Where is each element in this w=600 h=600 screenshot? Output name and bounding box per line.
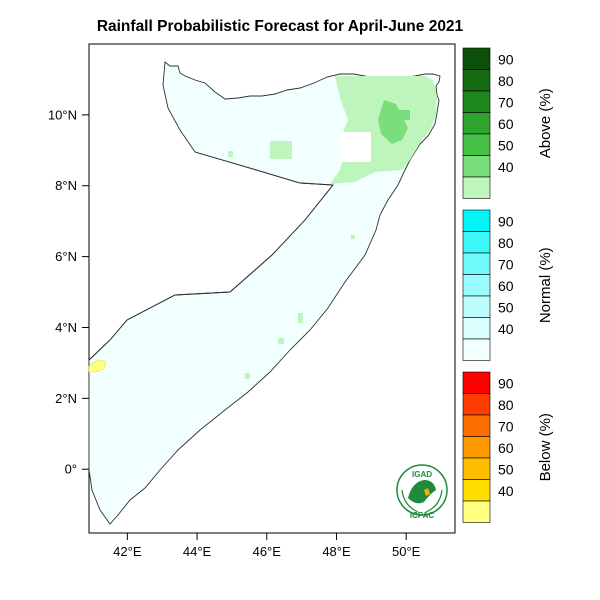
colorbar-swatch	[462, 414, 491, 437]
colorbar-2: 90 80 70 60 50 40 Below (%)	[462, 371, 554, 523]
colorbar-swatch	[462, 500, 491, 523]
y-tick-label: 0°	[65, 462, 77, 477]
colorbar-swatch	[462, 274, 491, 297]
colorbar-swatch	[462, 252, 491, 275]
colorbar-title: Below (%)	[537, 413, 554, 481]
border-line	[194, 151, 334, 186]
y-tick-label: 8°N	[55, 178, 77, 193]
x-axis: 42°E 44°E 46°E 48°E 50°E	[113, 533, 421, 559]
x-tick-label: 42°E	[113, 544, 142, 559]
colorbar-swatch	[462, 209, 491, 232]
above-normal-core	[378, 100, 410, 144]
x-tick-label: 46°E	[253, 544, 282, 559]
colorbar-swatch	[462, 317, 491, 340]
colorbar-swatch	[462, 457, 491, 480]
colorbar-label: 50	[498, 462, 514, 478]
colorbar-swatch	[462, 90, 491, 113]
colorbar-swatch	[462, 112, 491, 135]
colorbars: 90 80 70 60 50 40 Above (%) 90 80 70 60 50 40 Normal …	[462, 47, 554, 523]
colorbar-label: 40	[498, 321, 514, 337]
colorbar-label: 40	[498, 483, 514, 499]
colorbar-1: 90 80 70 60 50 40 Normal (%)	[462, 209, 554, 361]
x-tick-label: 44°E	[183, 544, 212, 559]
colorbar-swatch	[462, 176, 491, 199]
colorbar-swatch	[462, 155, 491, 178]
colorbar-label: 90	[498, 376, 514, 392]
y-tick-label: 10°N	[48, 107, 77, 122]
colorbar-swatch	[462, 393, 491, 416]
colorbar-swatch	[462, 338, 491, 361]
colorbar-label: 80	[498, 397, 514, 413]
x-tick-label: 48°E	[322, 544, 351, 559]
colorbar-0: 90 80 70 60 50 40 Above (%)	[462, 47, 554, 199]
y-tick-label: 2°N	[55, 391, 77, 406]
colorbar-swatch	[462, 295, 491, 318]
y-tick-label: 6°N	[55, 249, 77, 264]
colorbar-label: 80	[498, 235, 514, 251]
colorbar-label: 70	[498, 95, 514, 111]
y-tick-label: 4°N	[55, 320, 77, 335]
colorbar-label: 50	[498, 138, 514, 154]
x-tick-label: 50°E	[392, 544, 421, 559]
colorbar-title: Normal (%)	[537, 247, 554, 323]
colorbar-label: 80	[498, 73, 514, 89]
colorbar-label: 60	[498, 440, 514, 456]
logo-text-bottom: ICPAC	[409, 511, 435, 520]
colorbar-swatch	[462, 479, 491, 502]
logo-text-top: IGAD	[412, 470, 432, 479]
colorbar-swatch	[462, 133, 491, 156]
colorbar-label: 90	[498, 214, 514, 230]
colorbar-label: 60	[498, 278, 514, 294]
white-patch	[340, 132, 371, 162]
chart-title: Rainfall Probabilistic Forecast for Apri…	[96, 18, 464, 35]
colorbar-swatch	[462, 436, 491, 459]
colorbar-swatch	[462, 47, 491, 70]
colorbar-label: 70	[498, 419, 514, 435]
below-normal-area	[88, 359, 107, 373]
icpac-logo-icon	[396, 464, 448, 516]
colorbar-label: 40	[498, 159, 514, 175]
border-line	[88, 184, 334, 361]
colorbar-title: Above (%)	[537, 88, 554, 158]
y-axis: 10°N 8°N 6°N 4°N 2°N 0°	[48, 107, 89, 477]
colorbar-label: 50	[498, 300, 514, 316]
colorbar-swatch	[462, 69, 491, 92]
colorbar-swatch	[462, 371, 491, 394]
colorbar-swatch	[462, 231, 491, 254]
colorbar-label: 60	[498, 116, 514, 132]
colorbar-label: 70	[498, 257, 514, 273]
colorbar-label: 90	[498, 52, 514, 68]
